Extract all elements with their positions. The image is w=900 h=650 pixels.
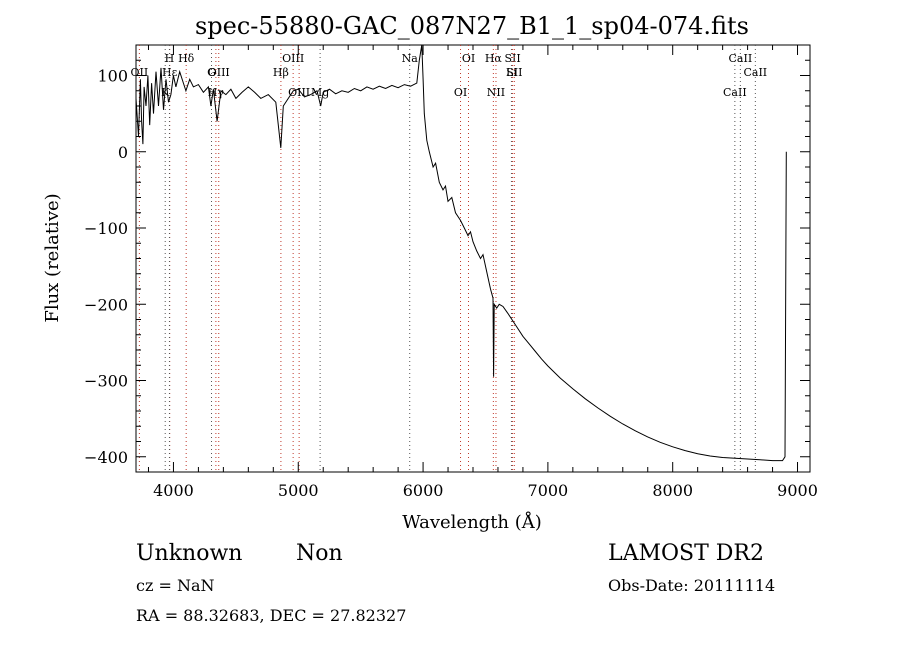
redshift-label: cz = NaN <box>136 576 215 595</box>
subclass-label: Non <box>296 541 343 566</box>
line-marker-label: OI <box>454 86 467 99</box>
line-marker-label: OIII <box>282 52 304 65</box>
line-marker-label: CaII <box>723 86 747 99</box>
x-tick-label: 7000 <box>528 481 569 500</box>
obs-date-label: Obs-Date: 20111114 <box>608 576 775 595</box>
line-marker-label: CaII <box>743 66 767 79</box>
class-label: Unknown <box>136 541 242 566</box>
line-marker-label: H <box>165 52 175 65</box>
y-tick-label: 0 <box>118 143 128 162</box>
x-tick-label: 5000 <box>278 481 319 500</box>
line-marker-label: Hα <box>485 52 503 65</box>
x-axis: 4000 5000 6000 7000 8000 9000 <box>147 45 818 500</box>
line-marker-label: OII <box>131 66 149 79</box>
line-marker-label: Hδ <box>178 52 195 65</box>
line-marker-label: Mg <box>311 86 329 99</box>
line-marker-label: CaII <box>729 52 753 65</box>
line-marker-label: OI <box>462 52 475 65</box>
survey-label: LAMOST DR2 <box>608 541 764 566</box>
y-tick-label: −300 <box>84 372 128 391</box>
line-marker-label: Hβ <box>273 66 289 79</box>
line-marker-label: OIII <box>208 66 230 79</box>
y-axis-label: Flux (relative) <box>42 193 63 322</box>
line-marker-label: NII <box>487 86 505 99</box>
y-tick-label: −100 <box>84 219 128 238</box>
y-axis: 100 0 −100 −200 −300 −400 <box>84 59 810 467</box>
line-marker-label: K <box>161 86 170 99</box>
y-tick-label: −200 <box>84 295 128 314</box>
x-axis-label: Wavelength (Å) <box>402 511 542 533</box>
line-markers: HαHβHγHδHεOIIIOIIIOIIINIISIISIIOIOIOIIKH… <box>131 45 767 472</box>
coordinates-label: RA = 88.32683, DEC = 27.82327 <box>136 606 406 625</box>
y-tick-label: 100 <box>97 67 128 86</box>
x-tick-label: 8000 <box>652 481 693 500</box>
spectrum-series-line <box>135 44 787 462</box>
line-marker-label: OIII <box>288 86 310 99</box>
plot-frame <box>135 44 811 473</box>
x-tick-label: 6000 <box>403 481 444 500</box>
line-marker-label: Hγ <box>208 86 225 99</box>
chart-title: spec-55880-GAC_087N27_B1_1_sp04-074.fits <box>195 12 749 40</box>
line-marker-label: SII <box>504 52 520 65</box>
line-marker-label: Li <box>506 66 517 79</box>
line-marker-label: Na <box>402 52 419 65</box>
line-marker-label: G <box>207 66 216 79</box>
y-tick-label: −400 <box>84 448 128 467</box>
x-tick-label: 4000 <box>153 481 194 500</box>
line-marker-label: SII <box>506 66 522 79</box>
x-tick-label: 9000 <box>777 481 818 500</box>
